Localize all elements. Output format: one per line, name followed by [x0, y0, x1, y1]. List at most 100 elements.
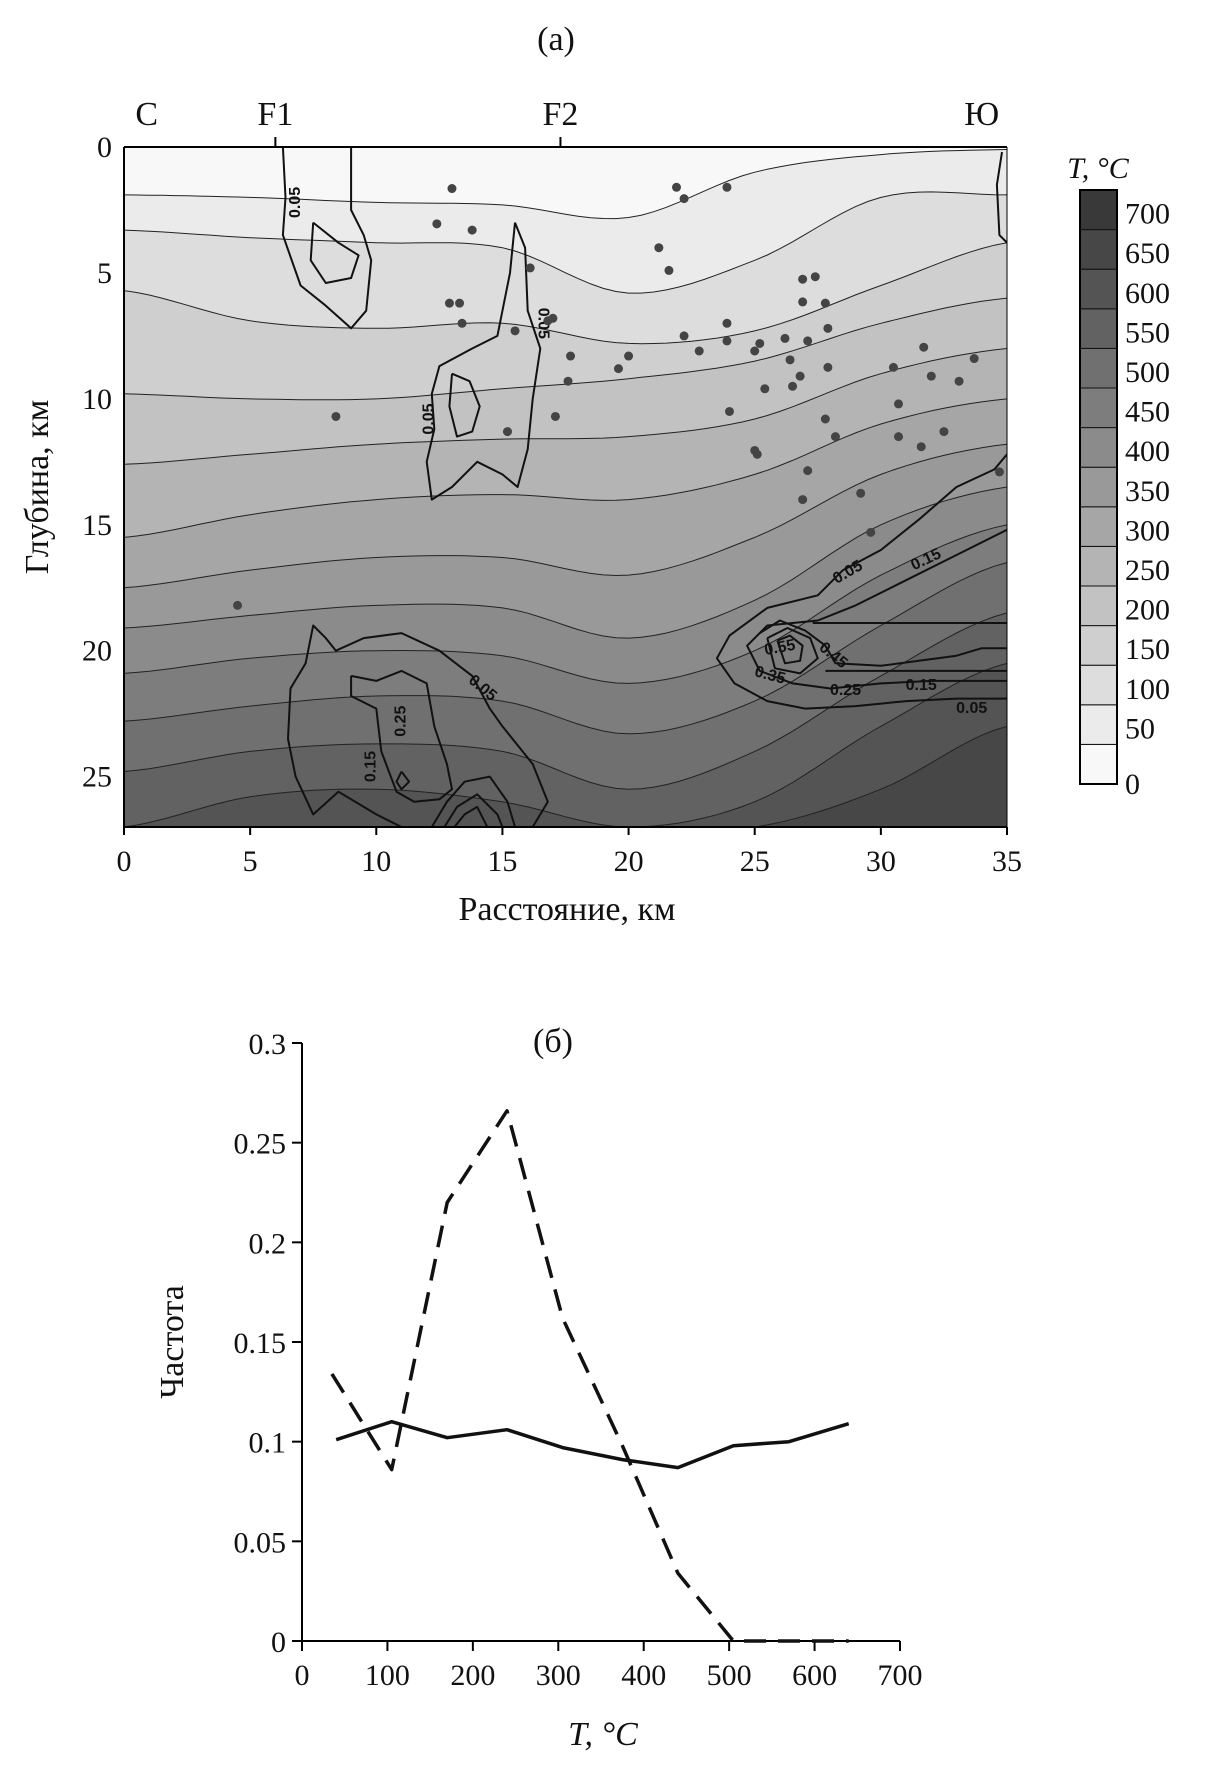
isotherm-line	[124, 486, 1007, 639]
hypocenter-point	[722, 182, 732, 192]
hypocenter-point	[798, 274, 808, 284]
colorbar: 0 50 100 150 200 250 300 350 400 450 500 550 600 650 7…	[1079, 189, 1170, 801]
probability-contour	[395, 770, 411, 791]
colorbar-tick-label: 600	[1125, 277, 1170, 310]
isotherm-line	[124, 348, 1007, 465]
colorbar-tick-label: 400	[1125, 435, 1170, 468]
hypocenter-point	[866, 527, 876, 537]
colorbar-tick-label: 700	[1125, 198, 1170, 231]
colorbar-band	[1079, 466, 1118, 508]
probability-contour	[776, 634, 804, 665]
colorbar-frame	[1079, 189, 1118, 785]
probability-contour	[309, 221, 360, 284]
colorbar-band	[1079, 308, 1118, 349]
isotherm-line	[124, 191, 1007, 294]
contour-label: 0.05	[956, 700, 987, 717]
x-tick-label: 400	[621, 1659, 666, 1692]
contour-label: 0.05	[535, 308, 552, 339]
x-tick-label: 300	[536, 1659, 581, 1692]
probability-contour	[995, 151, 1007, 244]
isotherm-line	[124, 398, 1007, 538]
colorbar-tick-label: 350	[1125, 475, 1170, 508]
hypocenter-point	[919, 342, 929, 352]
x-tick-label: 20	[614, 845, 644, 878]
y-tick-label: 0.2	[249, 1227, 287, 1260]
colorbar-tick-label: 550	[1125, 316, 1170, 349]
temperature-band	[124, 726, 1007, 827]
hypocenter-point	[894, 399, 904, 409]
colorbar-band	[1079, 506, 1118, 547]
hypocenter-point	[722, 336, 732, 346]
y-axis-label-a: Глубина, км	[19, 400, 56, 574]
hypocenter-point	[939, 427, 949, 437]
x-tick-label: 0	[295, 1659, 310, 1692]
contour-label: 0.25	[393, 706, 410, 737]
colorbar-band	[1079, 387, 1118, 429]
colorbar-tick-label: 300	[1125, 514, 1170, 547]
hypocenter-point	[788, 381, 798, 391]
hypocenter-point	[444, 298, 454, 308]
hypocenter-point	[502, 427, 512, 437]
x-tick-label: 700	[878, 1659, 923, 1692]
x-tick-label: 100	[365, 1659, 410, 1692]
y-tick-label: 0.05	[234, 1526, 287, 1559]
probability-contour	[715, 453, 1007, 710]
hypocenter-point	[679, 331, 689, 341]
x-tick-label: 600	[792, 1659, 837, 1692]
hypocenter-point	[823, 362, 833, 372]
hypocenter-point	[664, 265, 674, 275]
frequency-lines	[330, 1109, 850, 1643]
colorbar-band	[1079, 704, 1118, 745]
top-label: С	[135, 96, 158, 133]
hypocenter-point	[755, 338, 765, 348]
panel-a-axes: 0 5 10 15 20 25 30 35 0 5 10 15 20 25 С F1 F2 Ю	[82, 96, 1022, 878]
hypocenter-point	[563, 376, 573, 386]
isotherm-line	[124, 149, 1007, 220]
y-axis-label-b: Частота	[154, 1285, 191, 1399]
hypocenter-point	[457, 318, 467, 328]
colorbar-band	[1079, 347, 1118, 389]
colorbar-tick-label: 150	[1125, 633, 1170, 666]
hypocenter-point	[798, 297, 808, 307]
hypocenter-point	[455, 298, 465, 308]
x-axis-label-a: Расстояние, км	[458, 891, 675, 928]
hypocenter-point	[624, 351, 634, 361]
hypocenter-point	[954, 376, 964, 386]
hypocenter-point	[548, 313, 558, 323]
probability-contour	[746, 528, 1007, 690]
panel-a-label: (а)	[537, 21, 575, 58]
colorbar-tick-label: 650	[1125, 237, 1170, 270]
y-tick-label: 25	[82, 761, 112, 794]
hypocenter-point	[785, 355, 795, 365]
y-tick-label: 20	[82, 635, 112, 668]
hypocenter-point	[672, 182, 682, 192]
hypocenter-point	[820, 298, 830, 308]
isotherm-line	[124, 524, 1007, 684]
colorbar-tick-label: 250	[1125, 554, 1170, 587]
x-tick-label: 0	[117, 845, 132, 878]
hypocenter-point	[566, 351, 576, 361]
hypocenter-point	[467, 225, 477, 235]
colorbar-tick-label: 50	[1125, 712, 1155, 745]
hypocenter-point	[525, 263, 535, 273]
x-tick-label: 200	[450, 1659, 495, 1692]
x-axis-label-b: T, °C	[568, 1716, 638, 1753]
probability-contour	[430, 775, 516, 827]
hypocenter-point	[510, 326, 520, 336]
colorbar-tick-label: 500	[1125, 356, 1170, 389]
temperature-field	[124, 147, 1007, 827]
hypocenter-point	[780, 333, 790, 343]
colorbar-tick-label: 100	[1125, 673, 1170, 706]
hypocenter-point	[803, 336, 813, 346]
y-tick-label: 5	[97, 257, 112, 290]
x-tick-label: 30	[866, 845, 896, 878]
x-tick-label: 5	[243, 845, 258, 878]
hypocenter-point	[830, 432, 840, 442]
contour-label: 0.25	[830, 682, 861, 699]
contour-label: 0.15	[362, 751, 379, 782]
y-tick-label: 10	[82, 383, 112, 416]
probability-contour	[287, 624, 549, 827]
hypocenter-point	[679, 194, 689, 204]
isotherm-line	[124, 662, 1007, 827]
